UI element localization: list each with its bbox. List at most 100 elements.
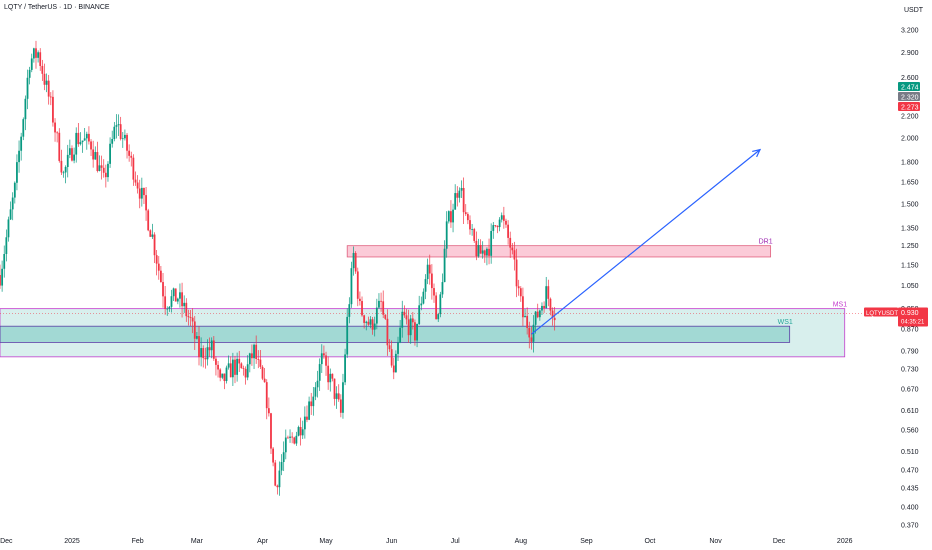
candle-body bbox=[217, 364, 219, 370]
candle-body bbox=[297, 427, 300, 436]
candle-body bbox=[346, 316, 349, 355]
candle-body bbox=[236, 358, 239, 375]
candle-body bbox=[136, 182, 139, 189]
candle-body bbox=[435, 295, 438, 320]
zone-ms1-box bbox=[0, 308, 846, 358]
candle-body bbox=[327, 365, 330, 383]
candle-body bbox=[390, 349, 393, 366]
candle-body bbox=[117, 124, 120, 126]
candle-body bbox=[77, 132, 80, 145]
candle-body bbox=[517, 286, 520, 289]
candle-body bbox=[418, 305, 421, 325]
time-axis-tick: Apr bbox=[257, 538, 269, 545]
time-axis[interactable]: Dec 2025 Feb Mar Apr May Jun Jul Aug Sep Oct Nov Dec… bbox=[0, 538, 852, 545]
candle-body bbox=[320, 353, 323, 365]
candle-body bbox=[219, 369, 222, 378]
candle-body bbox=[388, 345, 391, 350]
candle-body bbox=[547, 286, 550, 299]
candle-body bbox=[500, 215, 503, 220]
candle-body bbox=[469, 220, 471, 230]
candle-body bbox=[464, 212, 467, 215]
candle-body bbox=[545, 286, 548, 309]
candle-body bbox=[507, 224, 509, 238]
candle-body bbox=[96, 152, 99, 172]
candle-body bbox=[265, 382, 268, 409]
candle-body bbox=[318, 364, 321, 381]
candle-body bbox=[83, 138, 86, 141]
candle-body bbox=[13, 182, 16, 198]
candle-body bbox=[202, 348, 205, 359]
candle-body bbox=[174, 288, 177, 302]
candle-body bbox=[263, 378, 266, 383]
price-axis-tick: 0.790 bbox=[901, 348, 919, 355]
candle-body bbox=[113, 126, 116, 139]
candle-body bbox=[511, 247, 514, 251]
candle-body bbox=[62, 172, 65, 174]
candle-body bbox=[242, 368, 245, 369]
candle-body bbox=[43, 73, 46, 85]
candle-body bbox=[405, 315, 408, 320]
candle-body bbox=[225, 367, 228, 382]
candle-body bbox=[191, 317, 194, 322]
candle-body bbox=[73, 154, 75, 161]
candle-body bbox=[9, 209, 12, 220]
candle-body bbox=[367, 321, 370, 325]
candle-body bbox=[369, 319, 372, 325]
price-axis[interactable]: USDT 3.200 2.900 2.600 2.200 2.000 1.800 1.650 1… bbox=[901, 7, 924, 530]
candle-body bbox=[342, 382, 344, 413]
candle-body bbox=[433, 288, 435, 296]
candle-body bbox=[378, 300, 380, 308]
candle-body bbox=[189, 317, 192, 318]
candle-body bbox=[394, 353, 397, 373]
candle-body bbox=[450, 211, 452, 223]
price-axis-tick: 0.435 bbox=[901, 485, 919, 492]
candle-body bbox=[333, 378, 336, 399]
candle-body bbox=[92, 149, 95, 160]
candle-body bbox=[428, 264, 431, 274]
candle-body bbox=[102, 167, 105, 173]
candle-body bbox=[530, 337, 533, 342]
candle-body bbox=[153, 234, 156, 256]
price-axis-tick: 0.400 bbox=[901, 505, 919, 512]
candle-body bbox=[483, 250, 486, 256]
candle-body bbox=[49, 96, 52, 98]
candle-body bbox=[109, 143, 111, 164]
candle-body bbox=[399, 327, 402, 343]
candle-body bbox=[64, 167, 67, 173]
candle-body bbox=[193, 321, 196, 339]
candle-body bbox=[382, 301, 385, 315]
candle-body bbox=[426, 264, 429, 280]
price-axis-tick: 0.670 bbox=[901, 386, 919, 393]
trend-arrow-head bbox=[752, 148, 762, 158]
candle-body bbox=[168, 306, 171, 309]
candle-body bbox=[56, 132, 59, 134]
candle-body bbox=[477, 245, 480, 257]
zone-ws1-box bbox=[0, 325, 791, 343]
candle-body bbox=[359, 298, 361, 302]
candle-body bbox=[407, 319, 410, 336]
zone-dr1-label: DR1 bbox=[759, 239, 773, 246]
zones-layer: DR1 MS1 WS1 bbox=[0, 239, 847, 358]
candle-body bbox=[126, 134, 128, 151]
price-axis-tick: 0.610 bbox=[901, 408, 919, 415]
candle-body bbox=[115, 125, 118, 127]
zone-dr1-box bbox=[346, 245, 772, 258]
candle-body bbox=[210, 340, 213, 351]
candle-body bbox=[486, 248, 488, 256]
candle-body bbox=[52, 96, 54, 123]
candle-body bbox=[403, 311, 406, 316]
candle-body bbox=[132, 157, 135, 180]
candle-body bbox=[295, 435, 298, 444]
candle-body bbox=[107, 163, 109, 178]
price-axis-tick: 1.800 bbox=[901, 160, 919, 167]
candle-body bbox=[198, 336, 200, 358]
candle-body bbox=[0, 275, 1, 286]
candle-body bbox=[513, 250, 516, 260]
price-axis-tick: 2.600 bbox=[901, 75, 919, 82]
price-axis-tick: 3.200 bbox=[901, 28, 919, 35]
candle-body bbox=[323, 353, 325, 356]
price-badges: 2.474 2.320 2.273 LQTYUSDT 0.930 04:35:21 bbox=[864, 82, 928, 327]
price-badge-text: 2.320 bbox=[901, 95, 919, 102]
candle-body bbox=[528, 327, 531, 338]
